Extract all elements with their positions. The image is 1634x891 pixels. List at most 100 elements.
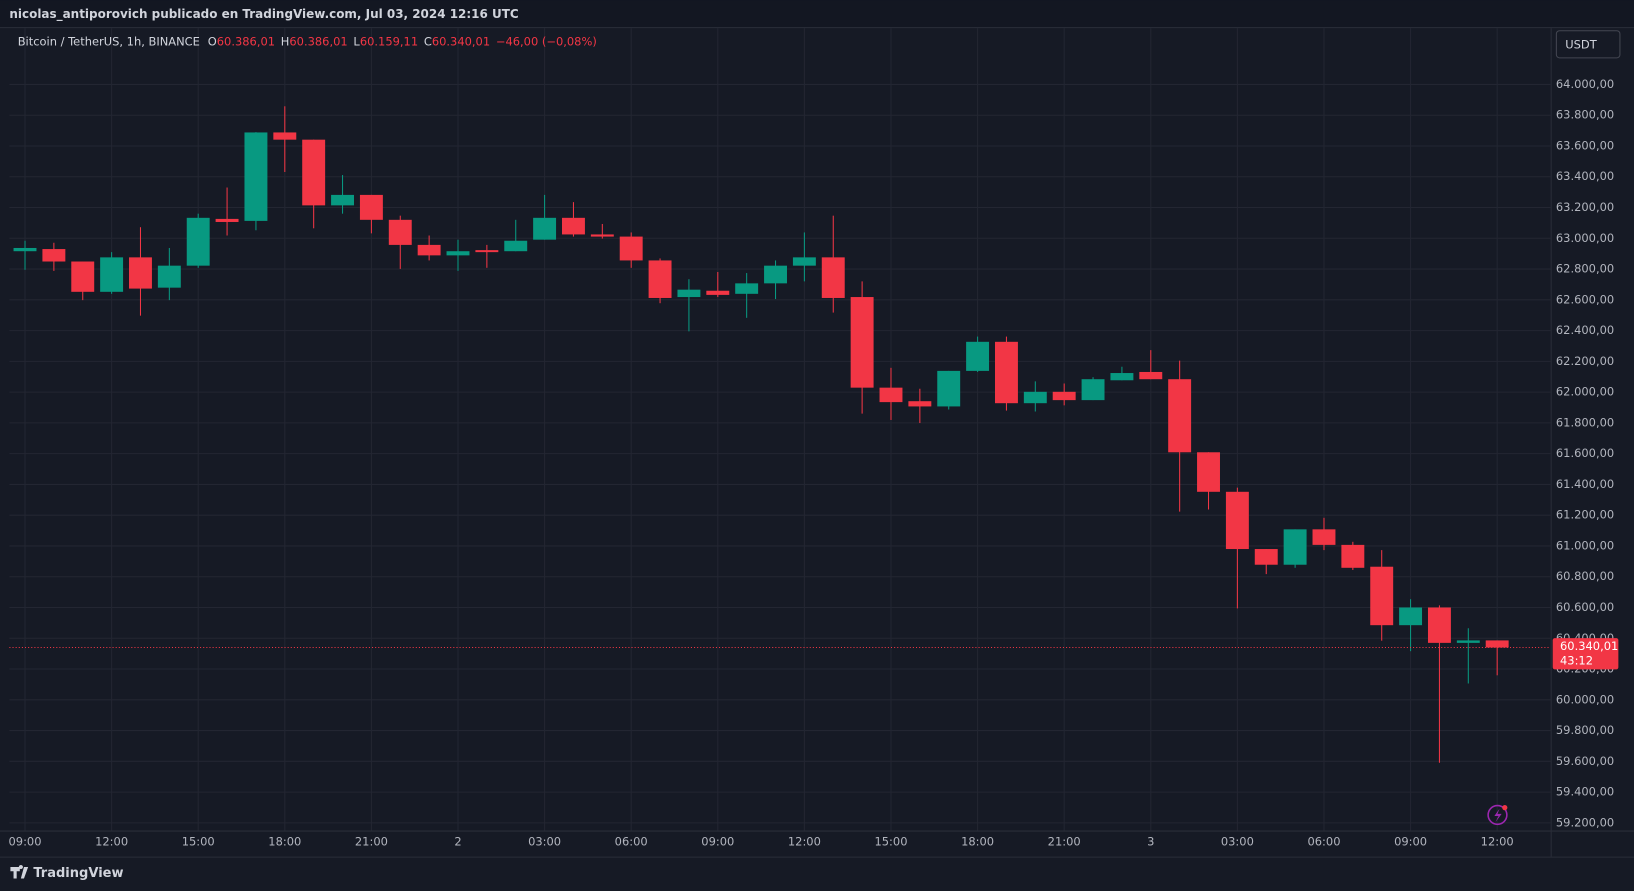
y-tick-label: 59.400,00 xyxy=(1556,785,1614,799)
symbol-title: Bitcoin / TetherUS, 1h, BINANCE xyxy=(18,34,200,48)
candle-body xyxy=(994,341,1018,404)
candle-body xyxy=(879,387,903,403)
candle-body xyxy=(966,341,990,371)
x-tick-label: 18:00 xyxy=(268,835,301,849)
lightning-icon[interactable] xyxy=(1487,804,1508,826)
candle-body xyxy=(562,217,585,235)
x-tick-label: 21:00 xyxy=(1048,835,1081,849)
x-tick-label: 2 xyxy=(454,835,461,849)
legend-value: 60.386,01 xyxy=(217,34,275,48)
candles xyxy=(13,106,1509,763)
y-tick-label: 63.000,00 xyxy=(1556,231,1614,245)
currency-label: USDT xyxy=(1565,37,1597,51)
x-tick-label: 18:00 xyxy=(961,835,994,849)
candle-body xyxy=(1052,391,1076,401)
x-tick-label: 09:00 xyxy=(1394,835,1427,849)
candle-body xyxy=(1225,491,1249,550)
legend-value: 60.159,11 xyxy=(360,34,418,48)
candle-body xyxy=(388,219,412,245)
x-tick-label: 21:00 xyxy=(355,835,388,849)
candle-body xyxy=(244,132,268,221)
candle-body xyxy=(1110,373,1134,381)
x-tick-label: 12:00 xyxy=(1481,835,1514,849)
y-tick-label: 60.600,00 xyxy=(1556,600,1614,614)
x-tick-label: 03:00 xyxy=(1221,835,1254,849)
last-price-box xyxy=(1552,638,1619,670)
y-tick-label: 61.000,00 xyxy=(1556,538,1614,552)
candle-body xyxy=(908,401,932,407)
x-tick-label: 3 xyxy=(1147,835,1154,849)
currency-button[interactable] xyxy=(1555,30,1621,59)
y-tick-label: 62.000,00 xyxy=(1556,385,1614,399)
candle-body xyxy=(302,139,326,206)
y-tick-label: 61.600,00 xyxy=(1556,446,1614,460)
y-tick-label: 61.800,00 xyxy=(1556,415,1614,429)
tradingview-logo[interactable] xyxy=(10,864,29,879)
y-tick-label: 63.200,00 xyxy=(1556,200,1614,214)
candle-body xyxy=(792,257,816,266)
candle-body xyxy=(331,194,354,206)
x-tick-label: 09:00 xyxy=(9,835,42,849)
x-tick-label: 15:00 xyxy=(874,835,907,849)
candle-body xyxy=(619,236,643,261)
candle-body xyxy=(533,217,557,240)
y-tick-label: 60.000,00 xyxy=(1556,692,1614,706)
candle-body xyxy=(1139,371,1163,380)
legend-value: 60.386,01 xyxy=(289,34,347,48)
candle-body xyxy=(446,251,470,256)
x-tick-label: 12:00 xyxy=(95,835,128,849)
y-tick-label: 64.000,00 xyxy=(1556,77,1614,91)
y-tick-label: 62.200,00 xyxy=(1556,354,1614,368)
x-tick-label: 06:00 xyxy=(1307,835,1340,849)
candle-body xyxy=(504,240,528,252)
candle-body xyxy=(417,244,441,256)
candle-body xyxy=(157,265,181,288)
candle-body xyxy=(937,370,961,407)
candle-body xyxy=(735,283,759,294)
y-tick-label: 62.600,00 xyxy=(1556,292,1614,306)
candle-body xyxy=(648,260,672,298)
candle-body xyxy=(215,218,239,222)
candle-body xyxy=(764,265,787,284)
candle-body xyxy=(1399,607,1423,626)
legend-label: L xyxy=(353,34,360,48)
candle-body xyxy=(71,261,95,292)
candle-body xyxy=(677,289,701,298)
candle-body xyxy=(1341,544,1365,568)
y-tick-label: 60.800,00 xyxy=(1556,569,1614,583)
y-tick-label: 59.200,00 xyxy=(1556,815,1614,829)
footer-brand: TradingView xyxy=(33,866,123,881)
candle-body xyxy=(42,249,66,262)
legend: Bitcoin / TetherUS, 1h, BINANCE O60.386,… xyxy=(18,34,597,48)
y-tick-label: 59.800,00 xyxy=(1556,723,1614,737)
x-tick-label: 03:00 xyxy=(528,835,561,849)
candle-body xyxy=(590,234,614,237)
y-tick-label: 62.400,00 xyxy=(1556,323,1614,337)
legend-label: H xyxy=(281,34,290,48)
candle-body xyxy=(129,257,152,289)
candle-body xyxy=(706,290,730,295)
candle-body xyxy=(821,257,845,298)
candle-body xyxy=(1427,607,1451,643)
candle-body xyxy=(1370,566,1394,626)
countdown-label: 43:12 xyxy=(1560,654,1593,668)
candle-body xyxy=(13,247,37,252)
candle-body xyxy=(359,194,383,220)
header-bar xyxy=(0,0,1634,28)
legend-value: 60.340,01 xyxy=(432,34,490,48)
legend-label: O xyxy=(208,34,217,48)
x-tick-label: 09:00 xyxy=(701,835,734,849)
candle-body xyxy=(1312,529,1336,545)
candle-body xyxy=(475,250,499,253)
last-price-label: 60.340,01 xyxy=(1560,639,1618,653)
y-tick-label: 63.600,00 xyxy=(1556,138,1614,152)
y-tick-label: 59.600,00 xyxy=(1556,754,1614,768)
candle-body xyxy=(1283,529,1307,565)
grid xyxy=(9,28,1551,831)
y-tick-label: 61.400,00 xyxy=(1556,477,1614,491)
candle-body xyxy=(273,132,297,140)
candle-body xyxy=(1081,379,1105,401)
candle-body xyxy=(1456,640,1480,643)
